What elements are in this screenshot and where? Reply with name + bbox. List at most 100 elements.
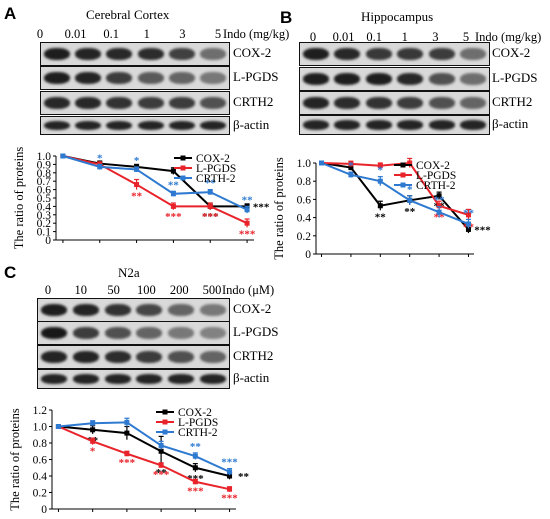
significance-label: * <box>407 184 413 196</box>
significance-label: *** <box>474 224 491 236</box>
legend-marker <box>400 182 406 188</box>
blot-label: COX-2 <box>233 45 272 60</box>
significance-label: ** <box>375 211 387 223</box>
protein-band <box>397 120 424 130</box>
data-point <box>192 453 198 459</box>
data-point <box>348 172 354 178</box>
y-tick-label: 0.4 <box>37 201 52 213</box>
series-line <box>62 155 248 225</box>
protein-band <box>460 47 487 61</box>
data-point <box>134 182 140 188</box>
protein-band <box>169 120 195 131</box>
protein-band <box>302 47 329 61</box>
data-point <box>60 153 66 159</box>
protein-band <box>397 72 424 86</box>
blot-strip <box>299 115 490 135</box>
protein-band <box>168 350 195 364</box>
protein-band <box>43 47 70 61</box>
significance-label: ** <box>168 179 180 191</box>
significance-label: *** <box>187 485 204 497</box>
blot-label: COX-2 <box>492 45 531 60</box>
protein-band <box>106 96 133 110</box>
blot-strip <box>37 345 230 369</box>
dose-label: 0.1 <box>366 30 382 44</box>
series-line <box>58 425 230 477</box>
blot-strip <box>40 42 230 66</box>
protein-band <box>428 96 455 110</box>
series-line <box>62 155 248 211</box>
protein-band <box>72 350 99 364</box>
y-tick-label: 0.4 <box>297 213 312 225</box>
data-point <box>348 161 354 167</box>
protein-band <box>200 374 227 384</box>
significance-label: * <box>348 160 354 172</box>
y-tick-label: 1.2 <box>33 405 48 417</box>
dose-label: 0.01 <box>332 30 355 44</box>
legend-label: COX-2 <box>178 407 212 419</box>
dose-label: 500 <box>202 283 222 297</box>
y-tick-label: 0.6 <box>33 455 48 467</box>
y-tick-label: 0.8 <box>33 438 48 450</box>
data-point <box>55 424 61 429</box>
data-point <box>465 212 471 218</box>
significance-label: *** <box>253 201 270 213</box>
dose-label: 5 <box>462 30 470 44</box>
data-point <box>124 451 130 457</box>
data-point <box>170 191 176 197</box>
blot-strip <box>40 116 230 135</box>
protein-band <box>137 120 164 131</box>
y-tick-label: 0 <box>305 249 311 261</box>
y-tick-label: 0.2 <box>37 218 52 230</box>
y-tick-label: 0 <box>41 504 47 516</box>
dose-unit: Indo (μM) <box>222 283 275 297</box>
legend-marker <box>180 155 186 161</box>
protein-band <box>460 72 487 86</box>
blot-strip <box>40 66 230 90</box>
y-tick-label: 0.8 <box>37 168 52 180</box>
protein-band <box>334 96 361 110</box>
legend-marker <box>180 165 186 171</box>
protein-band <box>169 47 195 61</box>
data-point <box>465 221 471 227</box>
legend-label: COX-2 <box>196 153 230 165</box>
legend-label: L-PGDS <box>178 417 218 429</box>
protein-band <box>106 120 133 131</box>
y-tick-label: 0.7 <box>37 176 52 188</box>
series-line <box>321 162 470 231</box>
protein-band <box>200 96 227 110</box>
data-point <box>227 469 233 475</box>
protein-band <box>75 71 101 85</box>
legend-label: L-PGDS <box>196 163 236 175</box>
protein-band <box>43 71 70 85</box>
significance-label: ** <box>156 467 168 479</box>
protein-band <box>365 120 392 130</box>
blot-strip <box>37 369 230 389</box>
dose-label: 10 <box>74 283 88 297</box>
data-point <box>377 178 383 184</box>
blot-label: CRTH2 <box>233 348 274 363</box>
data-point <box>170 168 176 174</box>
blot-strip <box>299 91 490 115</box>
protein-band <box>136 350 163 364</box>
data-point <box>207 189 213 195</box>
significance-label: *** <box>202 211 219 223</box>
protein-band <box>302 72 329 86</box>
protein-band <box>75 96 101 110</box>
dose-label: 0.1 <box>103 27 119 41</box>
protein-band <box>40 374 67 384</box>
y-tick-label: 1.0 <box>33 422 48 434</box>
dose-label: 0 <box>36 27 44 41</box>
significance-label: *** <box>221 493 238 505</box>
significance-label: *** <box>165 211 182 223</box>
data-point <box>436 193 442 199</box>
protein-band <box>137 71 164 85</box>
legend-label: CRTH-2 <box>178 427 218 439</box>
legend-marker <box>400 172 406 178</box>
protein-band <box>428 120 455 130</box>
panel-letter: A <box>4 4 17 23</box>
y-tick-label: 1.0 <box>37 151 52 163</box>
data-point <box>192 479 198 485</box>
y-tick-label: 0 <box>45 235 51 247</box>
